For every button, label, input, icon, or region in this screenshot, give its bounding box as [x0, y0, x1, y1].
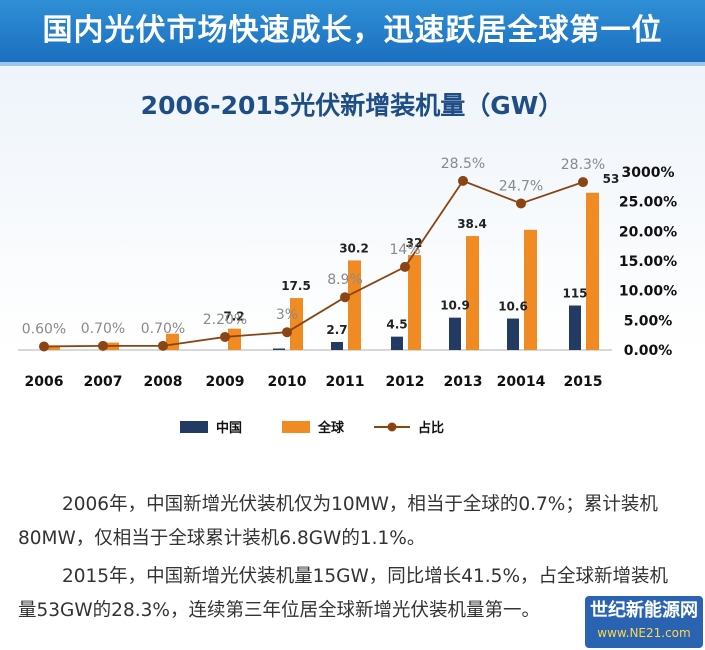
china-value-label: 2.7: [326, 323, 347, 337]
paragraph-2015: 2015年，中国新增光伏装机量15GW，同比增长41.5%，占全球新增装机量53…: [18, 566, 669, 621]
share-value-label: 3%: [276, 307, 298, 323]
china-bar-2013: [449, 317, 461, 350]
x-tick-label: 2007: [84, 374, 123, 390]
global-bar-2008: [166, 333, 179, 350]
share-value-label: 28.3%: [561, 157, 605, 173]
right-axis-tick: 0.00%: [624, 343, 673, 359]
legend-share-marker: [387, 422, 397, 432]
banner-title: 国内光伏市场快速成长，迅速跃居全球第一位: [42, 13, 663, 48]
right-axis-tick: 15.00%: [619, 254, 677, 270]
share-value-label: 28.5%: [441, 156, 485, 172]
china-value-label: 10.6: [498, 300, 528, 314]
share-value-label: 14%: [389, 242, 420, 258]
global-bar-2011: [348, 260, 361, 350]
share-point-20014: [516, 198, 526, 209]
x-tick-label: 20014: [497, 374, 546, 390]
share-point-2007: [98, 340, 108, 351]
legend-china-label: 中国: [216, 420, 242, 436]
china-value-label: 10.9: [440, 299, 470, 313]
right-axis-tick: 10.00%: [619, 284, 677, 300]
share-line: [43, 179, 584, 348]
legend-global-label: 全球: [317, 420, 345, 436]
legend-share-label: 占比: [418, 420, 444, 436]
share-value-label: 8.9%: [327, 272, 363, 288]
global-value-label: 7.2: [223, 310, 244, 324]
china-value-label: 115: [562, 287, 587, 301]
x-tick-label: 2010: [268, 374, 307, 390]
china-bar-2011: [331, 341, 343, 350]
title-banner: [0, 0, 705, 62]
china-bar-2012: [391, 336, 403, 350]
x-tick-label: 2009: [206, 374, 245, 390]
share-point-2010: [282, 327, 292, 338]
ne21-logo: 世纪新能源网 www.NE21.com: [585, 596, 703, 648]
global-bar-2009: [228, 328, 241, 350]
global-bar-2010: [290, 298, 303, 350]
logo-name: 世纪新能源网: [590, 600, 698, 621]
logo-site: www.NE21.com: [597, 626, 691, 640]
right-axis-tick: 20.00%: [619, 224, 677, 240]
paragraph-2006: 2006年，中国新增光伏装机仅为10MW，相当于全球的0.7%；累计装机80MW…: [18, 494, 658, 549]
share-point-2006: [39, 341, 49, 352]
china-value-label: 4.5: [386, 318, 407, 332]
share-point-2013: [458, 175, 468, 186]
share-point-2009: [220, 331, 230, 342]
share-value-label: 24.7%: [499, 178, 543, 194]
global-bar-20014: [524, 229, 537, 350]
global-bar-2015: [586, 192, 599, 350]
china-bar-20014: [507, 318, 519, 350]
global-value-label: 38.4: [457, 217, 487, 231]
global-bar-2012: [408, 255, 421, 350]
global-value-label: 32: [406, 236, 423, 250]
share-value-label: 0.70%: [81, 321, 125, 337]
share-point-2012: [400, 261, 410, 272]
x-tick-label: 2008: [144, 374, 183, 390]
chart-title: 2006-2015光伏新增装机量（GW）: [141, 91, 564, 120]
legend-china-swatch: [180, 421, 208, 433]
global-bar-2006: [47, 345, 60, 350]
share-point-2015: [578, 177, 588, 188]
x-tick-label: 2012: [386, 374, 425, 390]
china-bar-2010: [273, 348, 285, 350]
x-tick-label: 2011: [326, 374, 365, 390]
china-bar-2015: [569, 305, 581, 350]
share-value-label: 0.60%: [22, 321, 66, 337]
x-tick-label: 2006: [25, 374, 64, 390]
right-axis-tick: 5.00%: [624, 313, 673, 329]
x-tick-label: 2015: [564, 374, 603, 390]
share-value-label: 0.70%: [141, 321, 185, 337]
chart: 2006-2015光伏新增装机量（GW） 0.00% 5.00% 10.00% 15.…: [18, 91, 677, 436]
right-axis-tick: 3000%: [622, 165, 675, 181]
global-bar-2013: [466, 236, 479, 350]
global-value-label: 17.5: [281, 279, 311, 293]
x-tick-label: 2013: [444, 374, 483, 390]
global-value-label: 53: [603, 172, 620, 186]
right-axis-tick: 25.00%: [619, 195, 677, 211]
description: 2006年，中国新增光伏装机仅为10MW，相当于全球的0.7%；累计装机80MW…: [18, 488, 678, 632]
banner-divider: [0, 62, 705, 66]
global-value-label: 30.2: [339, 241, 369, 255]
share-value-label: 2.20%: [203, 312, 247, 328]
legend-global-swatch: [282, 421, 310, 433]
share-point-2008: [158, 340, 168, 351]
share-point-2011: [340, 292, 350, 303]
